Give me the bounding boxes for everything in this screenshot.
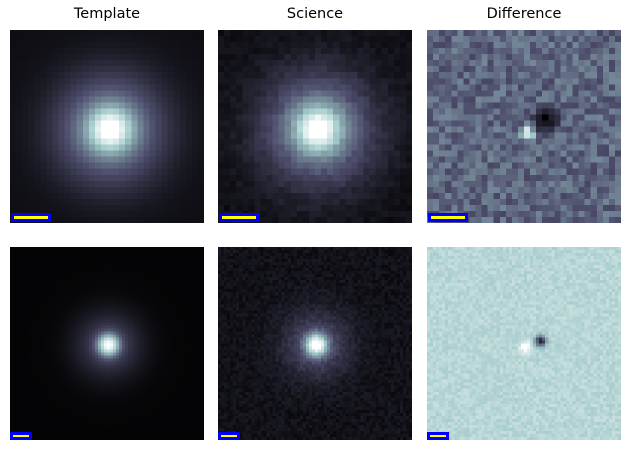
panel-difference-row2	[427, 247, 621, 440]
scale-bar	[427, 432, 449, 440]
panel-difference-row1	[427, 30, 621, 223]
title-difference: Difference	[486, 6, 562, 22]
science-image-1	[218, 30, 412, 223]
panel-template-row1	[10, 30, 204, 223]
panel-science-row2	[218, 247, 412, 440]
panel-template-row2	[10, 247, 204, 440]
template-image-2	[10, 247, 204, 440]
science-image-2	[218, 247, 412, 440]
scale-bar	[428, 213, 468, 222]
scale-bar	[218, 432, 240, 440]
scale-bar	[10, 432, 32, 440]
scale-bar	[11, 213, 51, 222]
panel-science-row1	[218, 30, 412, 223]
template-image-1	[10, 30, 204, 223]
title-science: Science	[286, 6, 344, 22]
scale-bar	[219, 213, 259, 222]
title-template: Template	[73, 6, 141, 22]
difference-image-2	[427, 247, 621, 440]
difference-image-1	[427, 30, 621, 223]
